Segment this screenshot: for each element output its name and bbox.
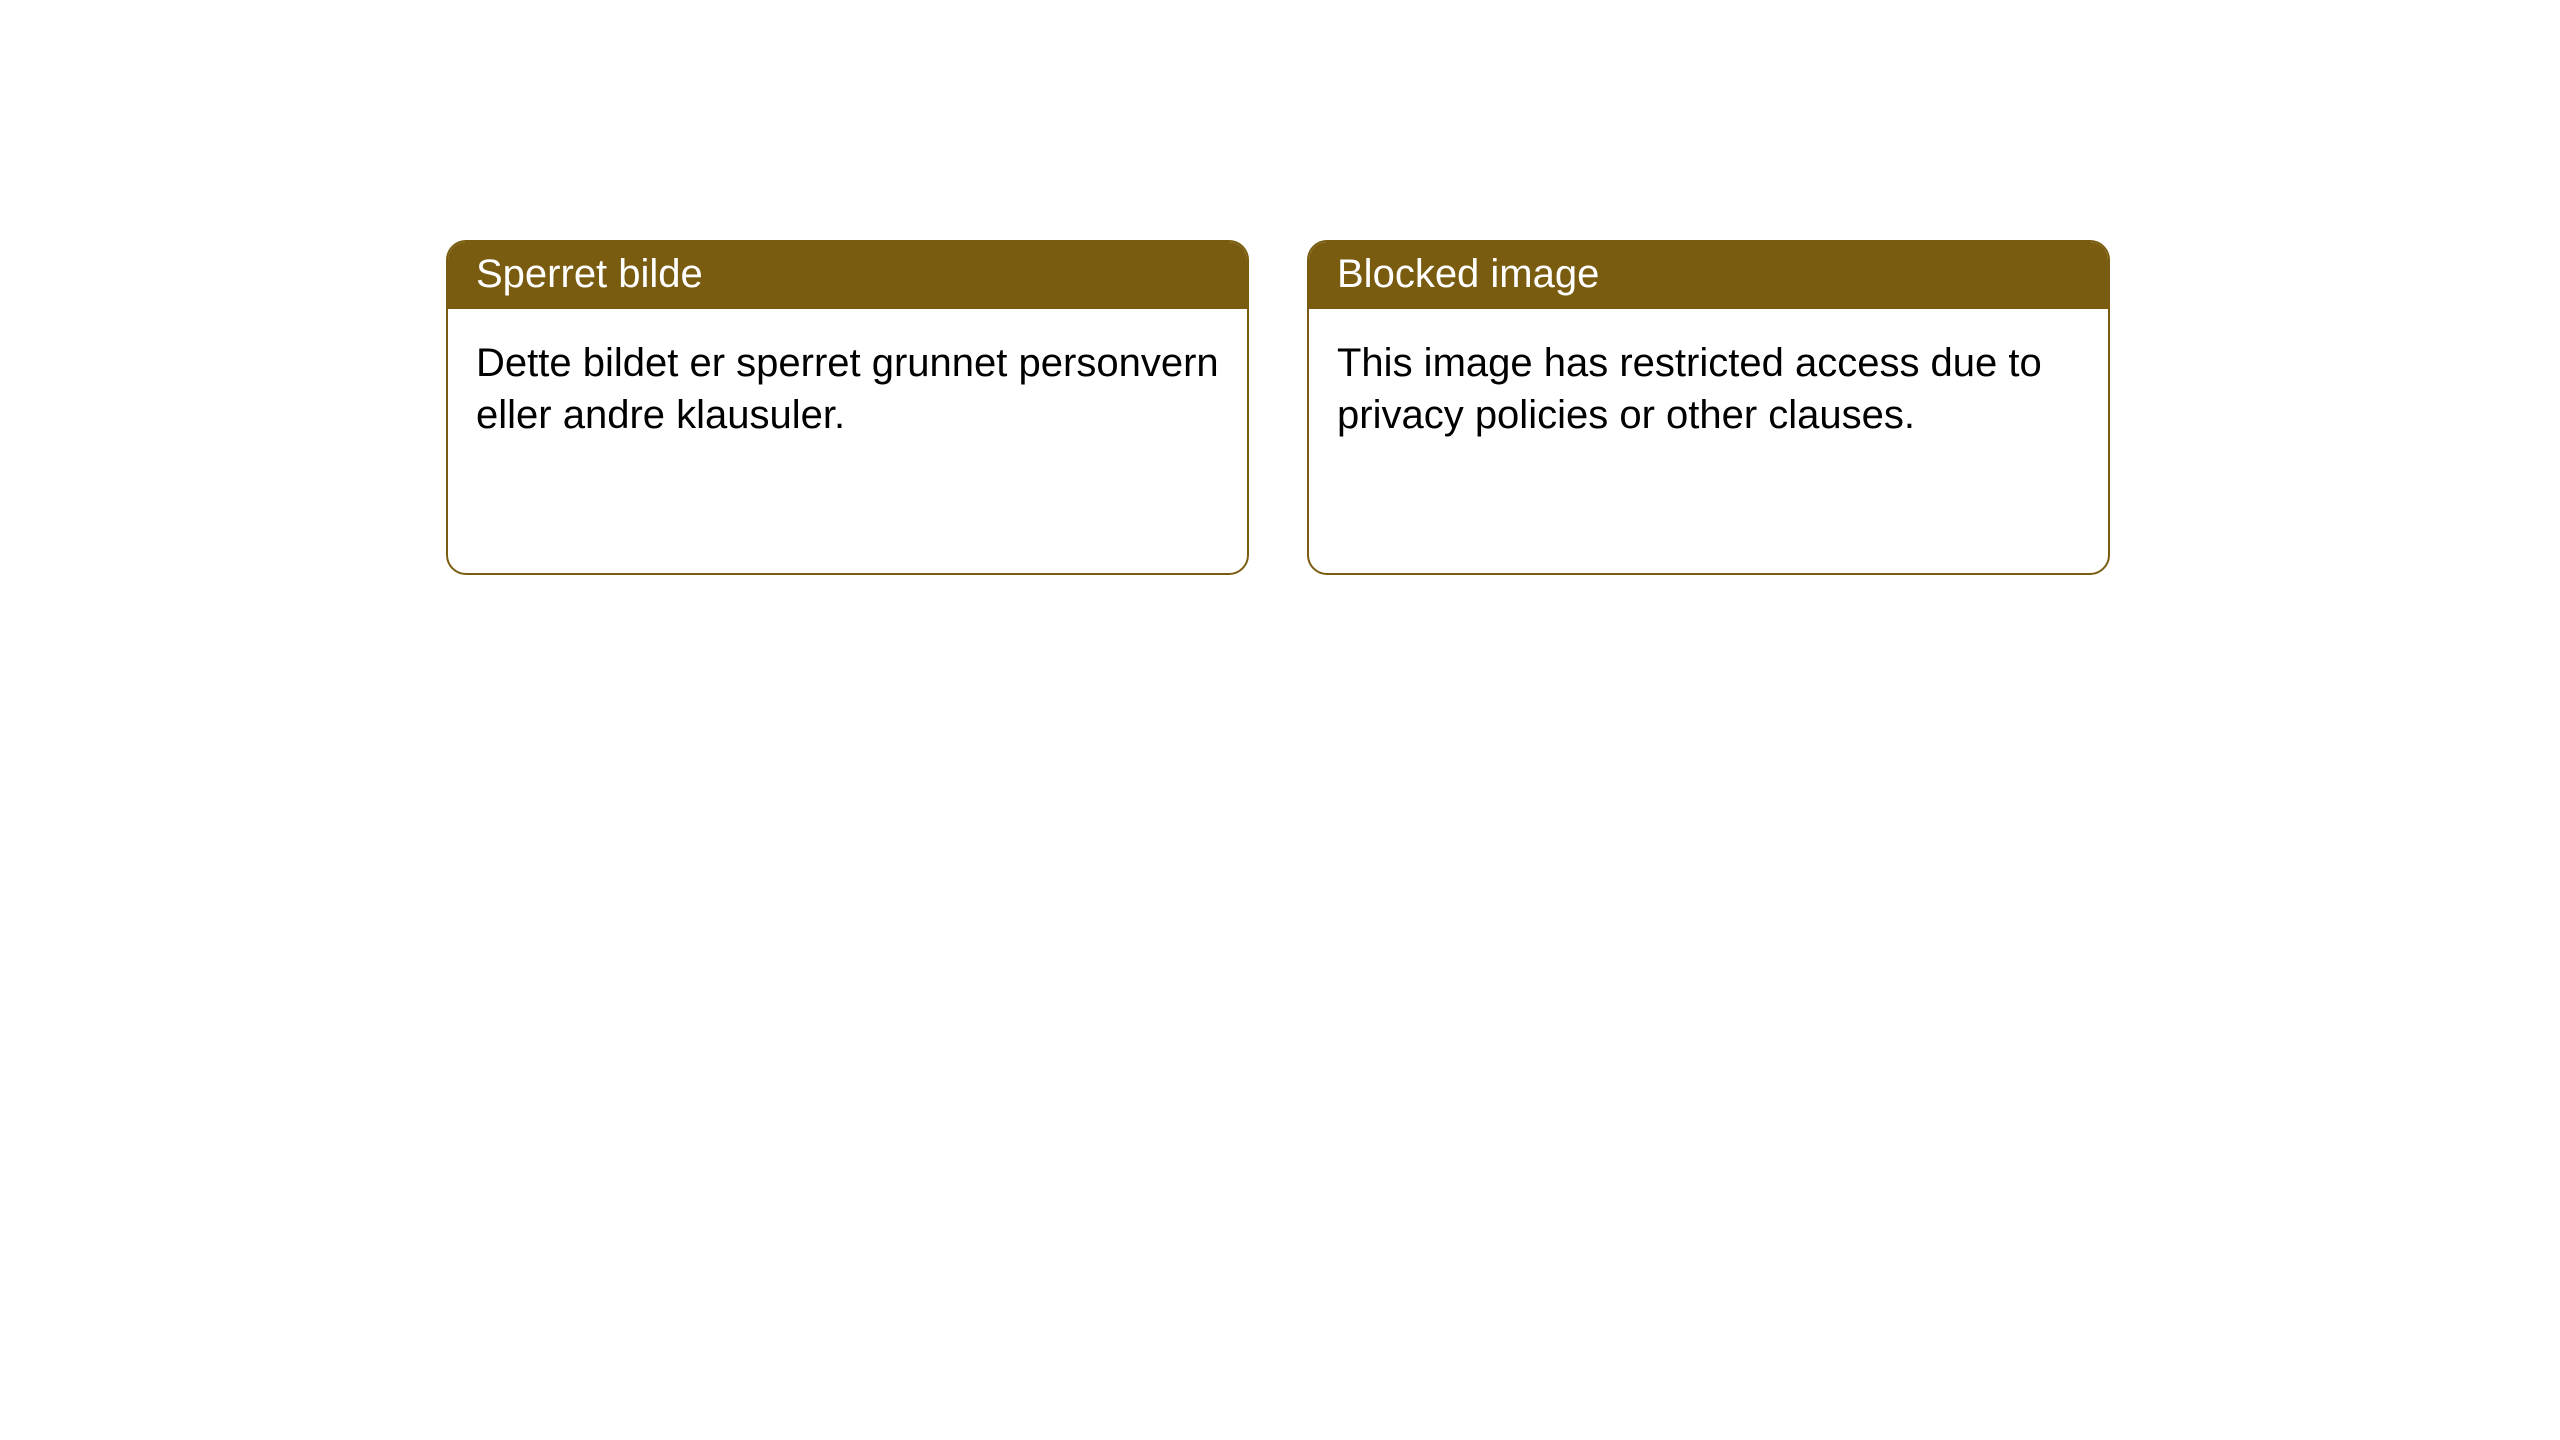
card-title-norwegian: Sperret bilde	[476, 252, 703, 296]
cards-container: Sperret bilde Dette bildet er sperret gr…	[446, 240, 2110, 575]
card-header-norwegian: Sperret bilde	[448, 242, 1247, 309]
card-text-english: This image has restricted access due to …	[1337, 341, 2042, 437]
card-body-norwegian: Dette bildet er sperret grunnet personve…	[448, 309, 1247, 469]
card-title-english: Blocked image	[1337, 252, 1599, 296]
card-text-norwegian: Dette bildet er sperret grunnet personve…	[476, 341, 1219, 437]
card-norwegian: Sperret bilde Dette bildet er sperret gr…	[446, 240, 1249, 575]
card-body-english: This image has restricted access due to …	[1309, 309, 2108, 469]
card-header-english: Blocked image	[1309, 242, 2108, 309]
card-english: Blocked image This image has restricted …	[1307, 240, 2110, 575]
